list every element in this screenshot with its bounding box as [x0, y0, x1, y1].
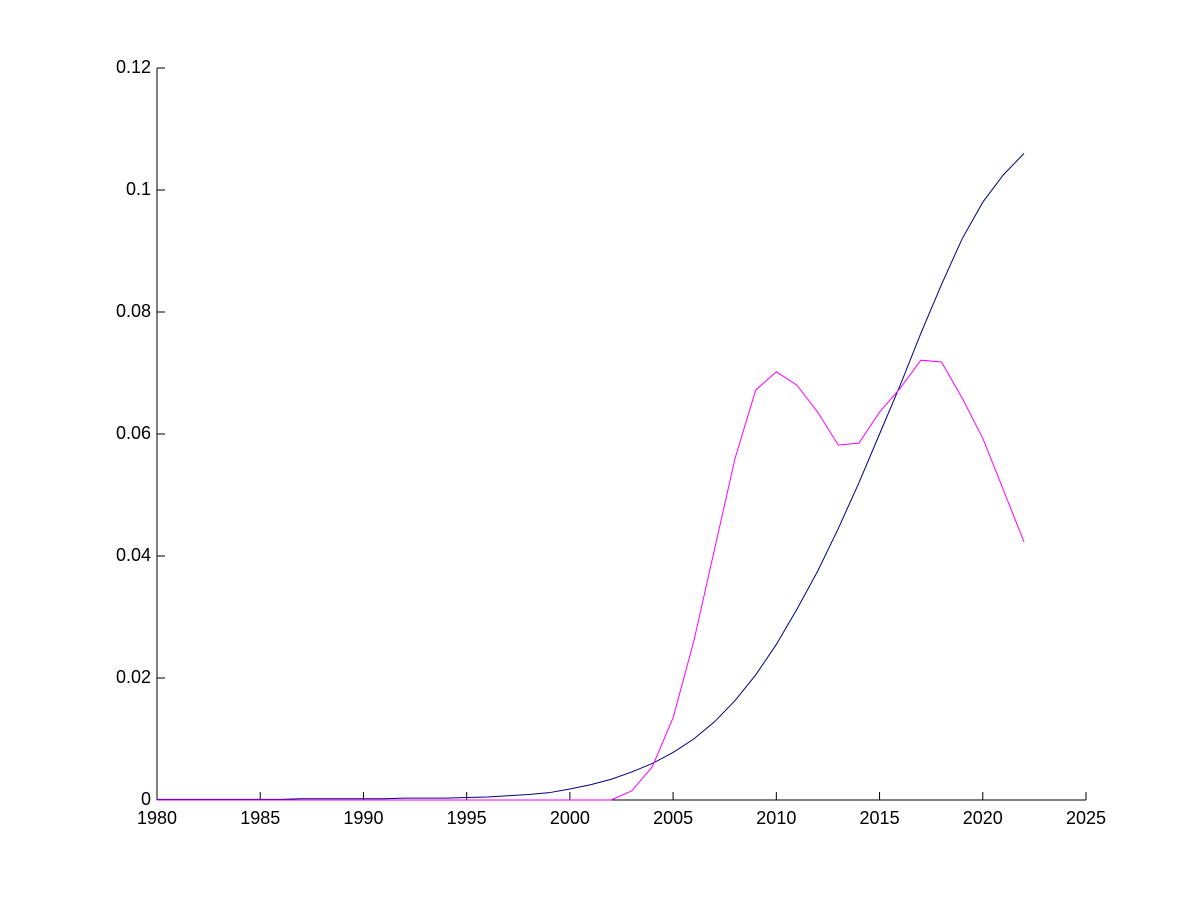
y-tick-label: 0.12 [116, 57, 151, 77]
x-tick-label: 2000 [550, 808, 590, 828]
y-tick-label: 0.08 [116, 301, 151, 321]
y-tick-label: 0.02 [116, 667, 151, 687]
data-line [157, 153, 1025, 800]
y-tick-label: 0.06 [116, 423, 151, 443]
x-tick-label: 2015 [860, 808, 900, 828]
data-line [157, 359, 1025, 801]
x-tick-label: 1995 [447, 808, 487, 828]
y-tick-label: 0.04 [116, 545, 151, 565]
x-tick-label: 2025 [1066, 808, 1106, 828]
x-tick-label: 1990 [343, 808, 383, 828]
x-tick-label: 2010 [756, 808, 796, 828]
y-tick-label: 0 [141, 789, 151, 809]
y-tick-label: 0.1 [126, 179, 151, 199]
x-tick-label: 2020 [963, 808, 1003, 828]
x-tick-label: 1980 [137, 808, 177, 828]
x-tick-label: 2005 [653, 808, 693, 828]
x-tick-label: 1985 [240, 808, 280, 828]
